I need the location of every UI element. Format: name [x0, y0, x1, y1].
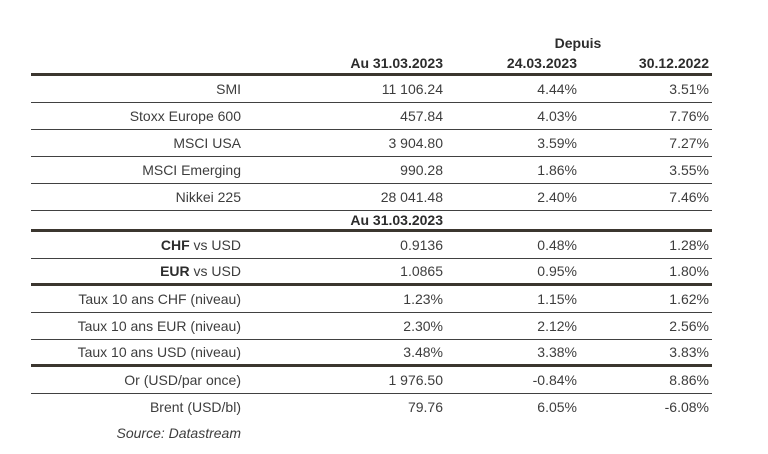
table-row: Taux 10 ans EUR (niveau) 2.30% 2.12% 2.5… — [31, 313, 712, 340]
row-label-text: MSCI USA — [173, 135, 241, 151]
value-since-2: 3.83% — [669, 344, 709, 360]
row-label: Stoxx Europe 600 — [31, 108, 249, 124]
row-label: Taux 10 ans USD (niveau) — [31, 344, 249, 360]
value-since-1: 4.03% — [537, 108, 577, 124]
row-label-text: Taux 10 ans USD (niveau) — [77, 344, 241, 360]
value-since-1: 0.48% — [537, 237, 577, 253]
value-since-1: 1.86% — [537, 162, 577, 178]
row-label: Nikkei 225 — [31, 189, 249, 205]
value-since-1: 4.44% — [537, 81, 577, 97]
row-label: Brent (USD/bl) — [31, 399, 249, 415]
table-row: Nikkei 225 28 041.48 2.40% 7.46% — [31, 184, 712, 211]
section-header-row: Au 31.03.2023 — [31, 211, 712, 232]
row-label: Or (USD/par once) — [31, 372, 249, 388]
value-au: 79.76 — [407, 399, 443, 415]
value-au: 990.28 — [400, 162, 443, 178]
row-label-text: vs USD — [189, 263, 241, 279]
table-row: CHF vs USD 0.9136 0.48% 1.28% — [31, 232, 712, 259]
value-since-1: 2.40% — [537, 189, 577, 205]
section-header-label: Au 31.03.2023 — [350, 212, 443, 228]
value-since-1: 3.38% — [537, 344, 577, 360]
row-label: EUR vs USD — [31, 263, 249, 279]
value-since-2: 3.55% — [669, 162, 709, 178]
row-label-text: Nikkei 225 — [175, 189, 241, 205]
market-data-table: Depuis Au 31.03.2023 24.03.2023 30.12.20… — [31, 33, 712, 446]
value-since-1: 0.95% — [537, 263, 577, 279]
table-row: Brent (USD/bl) 79.76 6.05% -6.08% — [31, 394, 712, 420]
value-since-2: 3.51% — [669, 81, 709, 97]
source-label: Source: Datastream — [116, 425, 242, 441]
row-label-text: MSCI Emerging — [142, 162, 241, 178]
value-since-2: 1.80% — [669, 263, 709, 279]
column-header-au-date: Au 31.03.2023 — [350, 55, 443, 71]
row-label: Taux 10 ans CHF (niveau) — [31, 291, 249, 307]
value-au: 28 041.48 — [380, 189, 443, 205]
table-row: Or (USD/par once) 1 976.50 -0.84% 8.86% — [31, 367, 712, 394]
row-label-text: Or (USD/par once) — [124, 372, 241, 388]
value-since-1: 2.12% — [537, 318, 577, 334]
row-label-text: SMI — [216, 81, 241, 97]
value-au: 3 904.80 — [388, 135, 444, 151]
table-row: SMI 11 106.24 4.44% 3.51% — [31, 76, 712, 103]
value-since-2: 7.46% — [669, 189, 709, 205]
column-header-since-1: 24.03.2023 — [506, 55, 577, 71]
table-row: MSCI USA 3 904.80 3.59% 7.27% — [31, 130, 712, 157]
row-label: CHF vs USD — [31, 237, 249, 253]
header-depuis-row: Depuis — [31, 33, 712, 53]
row-label: MSCI Emerging — [31, 162, 249, 178]
row-label-text: Taux 10 ans EUR (niveau) — [77, 318, 241, 334]
value-au: 457.84 — [400, 108, 443, 124]
row-label-text: Stoxx Europe 600 — [129, 108, 241, 124]
value-au: 1.23% — [403, 291, 443, 307]
value-since-1: 1.15% — [537, 291, 577, 307]
value-since-1: 6.05% — [537, 399, 577, 415]
table-row: Taux 10 ans CHF (niveau) 1.23% 1.15% 1.6… — [31, 286, 712, 313]
value-au: 0.9136 — [400, 237, 443, 253]
header-depuis-label: Depuis — [554, 35, 602, 51]
value-since-2: 1.28% — [669, 237, 709, 253]
table-row: MSCI Emerging 990.28 1.86% 3.55% — [31, 157, 712, 184]
row-label-text: Brent (USD/bl) — [149, 399, 241, 415]
column-header-since-2: 30.12.2022 — [638, 55, 709, 71]
value-since-2: 2.56% — [669, 318, 709, 334]
row-label: MSCI USA — [31, 135, 249, 151]
header-columns-row: Au 31.03.2023 24.03.2023 30.12.2022 — [31, 53, 712, 76]
value-since-2: 7.27% — [669, 135, 709, 151]
value-since-1: -0.84% — [532, 372, 577, 388]
value-since-2: 7.76% — [669, 108, 709, 124]
value-au: 1.0865 — [400, 263, 443, 279]
row-label: Taux 10 ans EUR (niveau) — [31, 318, 249, 334]
row-label: SMI — [31, 81, 249, 97]
value-since-2: 1.62% — [669, 291, 709, 307]
table-row: Taux 10 ans USD (niveau) 3.48% 3.38% 3.8… — [31, 340, 712, 367]
value-au: 1 976.50 — [388, 372, 444, 388]
row-label-text: vs USD — [189, 237, 241, 253]
row-label-text: Taux 10 ans CHF (niveau) — [78, 291, 241, 307]
source-row: Source: Datastream — [31, 420, 712, 446]
row-label-bold: CHF — [160, 237, 190, 253]
value-au: 11 106.24 — [381, 81, 443, 97]
value-since-2: 8.86% — [669, 372, 709, 388]
value-since-2: -6.08% — [664, 399, 709, 415]
value-au: 2.30% — [403, 318, 443, 334]
value-since-1: 3.59% — [537, 135, 577, 151]
table-row: EUR vs USD 1.0865 0.95% 1.80% — [31, 259, 712, 286]
table-row: Stoxx Europe 600 457.84 4.03% 7.76% — [31, 103, 712, 130]
value-au: 3.48% — [403, 344, 443, 360]
row-label-bold: EUR — [160, 263, 190, 279]
